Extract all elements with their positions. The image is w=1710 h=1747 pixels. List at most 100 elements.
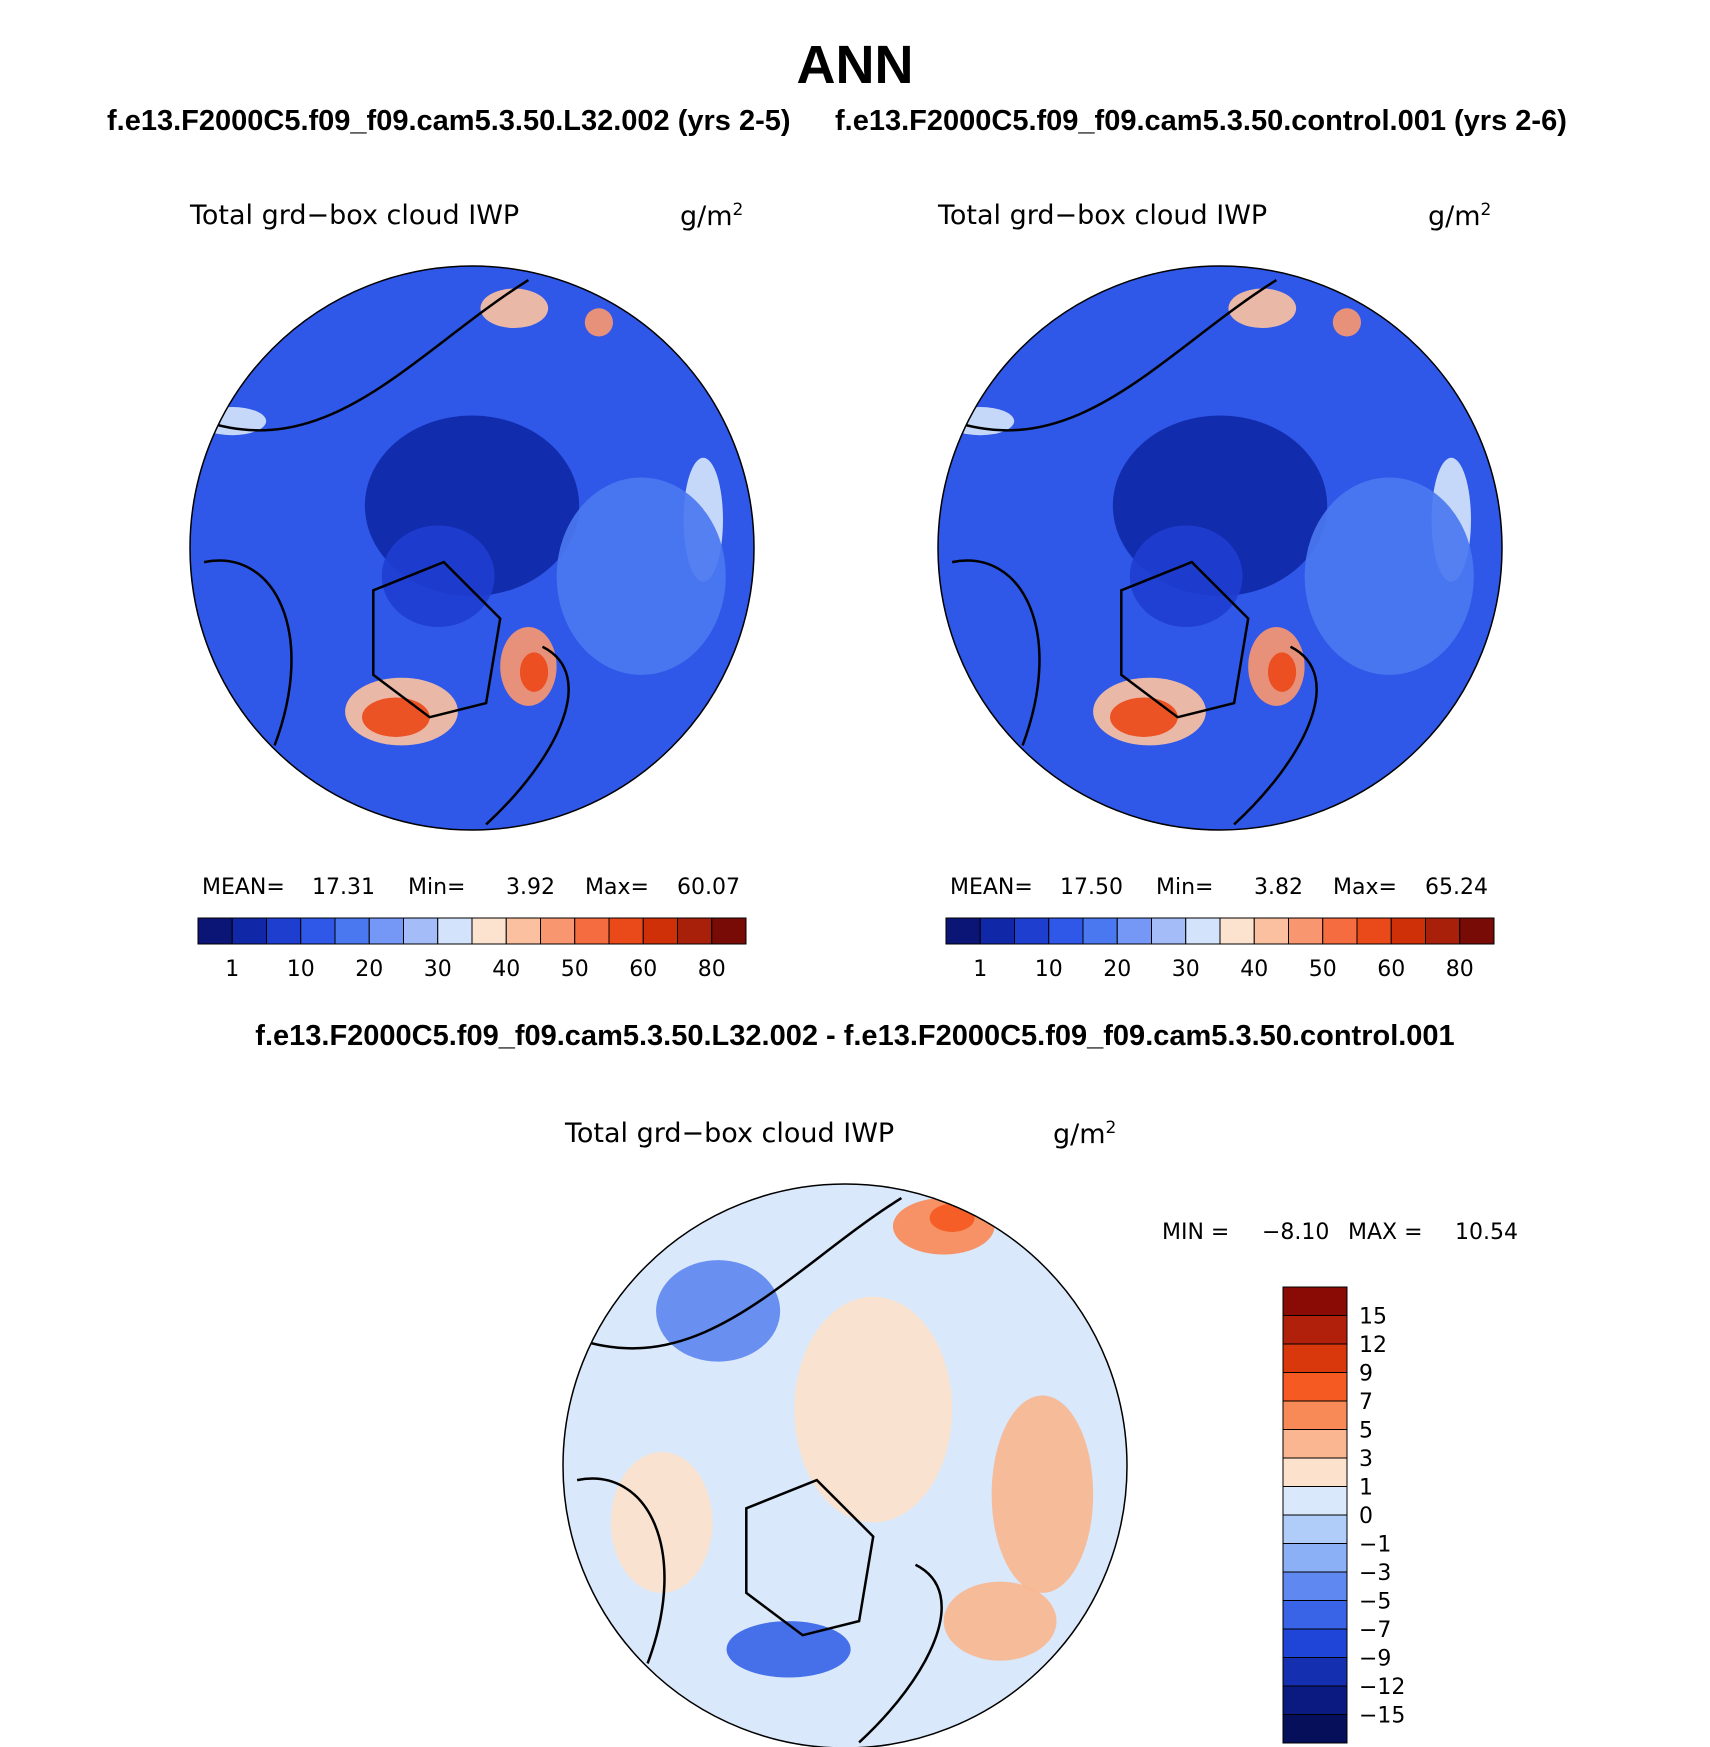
p2-map-boundary xyxy=(937,265,1503,831)
p3-colorbar-box-5 xyxy=(1282,1429,1348,1459)
p1-field-region-7 xyxy=(584,308,614,337)
p1-colorbar-box-13 xyxy=(642,917,678,945)
p1-colorbar-box-9 xyxy=(505,917,541,945)
p1-colorbar-box-1 xyxy=(231,917,267,945)
p3-colorbar-box-7 xyxy=(1282,1486,1348,1516)
p1-colorbar-tick-label-2: 20 xyxy=(355,957,383,982)
p2-colorbar-tick-label-4: 40 xyxy=(1240,957,1268,982)
p3-colorbar-box-4 xyxy=(1282,1400,1348,1430)
p3-colorbar-tick-label-5: 3 xyxy=(1359,1447,1373,1472)
p3-colorbar-tick-label-7: 0 xyxy=(1359,1504,1373,1529)
panel-2-min-label: Min= xyxy=(1156,875,1214,900)
p1-colorbar-tick-label-5: 50 xyxy=(561,957,589,982)
p2-colorbar-tick-label-7: 80 xyxy=(1446,957,1474,982)
p3-field-region-3 xyxy=(656,1260,781,1362)
panel-2-max-value: 65.24 xyxy=(1425,875,1488,900)
p3-colorbar-box-15 xyxy=(1282,1714,1348,1744)
diff-min-label: MIN = xyxy=(1162,1220,1230,1245)
panel-2-mean-label: MEAN= xyxy=(950,875,1033,900)
panel-2-variable-name: Total grd−box cloud IWP xyxy=(938,200,1268,231)
p3-coastline-greenland xyxy=(745,1478,875,1637)
diff-units: g/m2 xyxy=(1053,1118,1117,1150)
p1-field-region-6 xyxy=(480,288,549,329)
diff-variable-name: Total grd−box cloud IWP xyxy=(565,1118,895,1149)
p1-field-region-10 xyxy=(556,477,726,675)
p1-colorbar-box-0 xyxy=(197,917,233,945)
p3-field-region-0 xyxy=(794,1296,953,1523)
p3-colorbar-box-8 xyxy=(1282,1514,1348,1544)
p1-colorbar-tick-label-0: 1 xyxy=(225,957,239,982)
p1-colorbar-tick-label-4: 40 xyxy=(492,957,520,982)
panel-1-variable-name: Total grd−box cloud IWP xyxy=(190,200,520,231)
p2-colorbar-box-0 xyxy=(945,917,981,945)
p3-map-boundary xyxy=(562,1183,1128,1747)
p3-colorbar-tick-label-3: 7 xyxy=(1359,1390,1373,1415)
difference-title: f.e13.F2000C5.f09_f09.cam5.3.50.L32.002 … xyxy=(255,1020,1455,1052)
p3-colorbar-box-14 xyxy=(1282,1685,1348,1715)
panel-2-run-title: f.e13.F2000C5.f09_f09.cam5.3.50.control.… xyxy=(835,105,1567,137)
panel-1-max-label: Max= xyxy=(585,875,649,900)
p2-coastline-east xyxy=(1233,645,1318,826)
p2-colorbar-box-15 xyxy=(1459,917,1495,945)
p2-colorbar-tick-label-0: 1 xyxy=(973,957,987,982)
p2-colorbar-box-8 xyxy=(1219,917,1255,945)
p3-colorbar-box-12 xyxy=(1282,1628,1348,1658)
p2-field-region-7 xyxy=(1332,308,1361,337)
p3-colorbar-box-10 xyxy=(1282,1571,1348,1601)
p3-colorbar-tick-label-6: 1 xyxy=(1359,1476,1373,1501)
panel-2-max-label: Max= xyxy=(1333,875,1397,900)
panel-1-mean-value: 17.31 xyxy=(312,875,375,900)
figure-title: ANN xyxy=(796,35,914,95)
p2-coastline-greenland xyxy=(1120,560,1250,719)
p3-colorbar-box-0 xyxy=(1282,1286,1348,1316)
p3-coastline-east xyxy=(858,1563,943,1744)
p3-field-region-6 xyxy=(610,1451,713,1593)
p3-field-region-7 xyxy=(943,1581,1057,1661)
p1-colorbar-box-14 xyxy=(677,917,713,945)
p3-colorbar-box-9 xyxy=(1282,1543,1348,1573)
p1-colorbar-box-5 xyxy=(368,917,404,945)
panel-1-mean-label: MEAN= xyxy=(202,875,285,900)
p3-coastline-north xyxy=(576,1197,903,1350)
p1-map-boundary xyxy=(189,265,755,831)
p2-colorbar-box-12 xyxy=(1356,917,1392,945)
panel-1-units: g/m2 xyxy=(680,200,744,232)
p2-heatmap-field xyxy=(938,266,1502,830)
p1-colorbar-box-11 xyxy=(574,917,610,945)
p2-colorbar-box-10 xyxy=(1288,917,1324,945)
p1-heatmap-field xyxy=(190,266,754,830)
p3-colorbar-tick-label-0: 15 xyxy=(1359,1305,1387,1330)
p2-colorbar-tick-label-3: 30 xyxy=(1172,957,1200,982)
p3-colorbar-box-2 xyxy=(1282,1343,1348,1373)
p3-heatmap-field xyxy=(563,1184,1127,1747)
p1-field-region-5 xyxy=(519,652,549,692)
p3-coastline-west xyxy=(576,1477,666,1664)
panel-1-run-title: f.e13.F2000C5.f09_f09.cam5.3.50.L32.002 … xyxy=(107,105,791,137)
p1-colorbar-tick-label-6: 60 xyxy=(629,957,657,982)
p3-colorbar-tick-label-10: −5 xyxy=(1359,1590,1391,1615)
p3-colorbar-tick-label-4: 5 xyxy=(1359,1419,1373,1444)
p2-colorbar-box-4 xyxy=(1082,917,1118,945)
p1-field-region-1 xyxy=(381,525,495,627)
p1-colorbar-box-2 xyxy=(266,917,302,945)
p2-colorbar-box-5 xyxy=(1116,917,1152,945)
diff-min-value: −8.10 xyxy=(1262,1220,1330,1245)
p2-colorbar-box-6 xyxy=(1151,917,1187,945)
diff-max-value: 10.54 xyxy=(1455,1220,1518,1245)
p2-field-region-6 xyxy=(1228,288,1297,329)
diff-max-label: MAX = xyxy=(1348,1220,1423,1245)
p2-colorbar-box-7 xyxy=(1185,917,1221,945)
p3-colorbar-tick-label-13: −12 xyxy=(1359,1675,1405,1700)
p1-colorbar-box-8 xyxy=(471,917,507,945)
p2-colorbar-box-9 xyxy=(1253,917,1289,945)
p2-colorbar-box-1 xyxy=(979,917,1015,945)
p1-colorbar-box-3 xyxy=(300,917,336,945)
p1-coastline-east xyxy=(485,645,570,826)
p3-colorbar-tick-label-9: −3 xyxy=(1359,1561,1391,1586)
p3-field-region-4 xyxy=(726,1621,851,1678)
p2-colorbar-tick-label-6: 60 xyxy=(1377,957,1405,982)
p1-colorbar-tick-label-3: 30 xyxy=(424,957,452,982)
p3-colorbar-tick-label-14: −15 xyxy=(1359,1704,1405,1729)
p1-coastline-greenland xyxy=(372,560,502,719)
